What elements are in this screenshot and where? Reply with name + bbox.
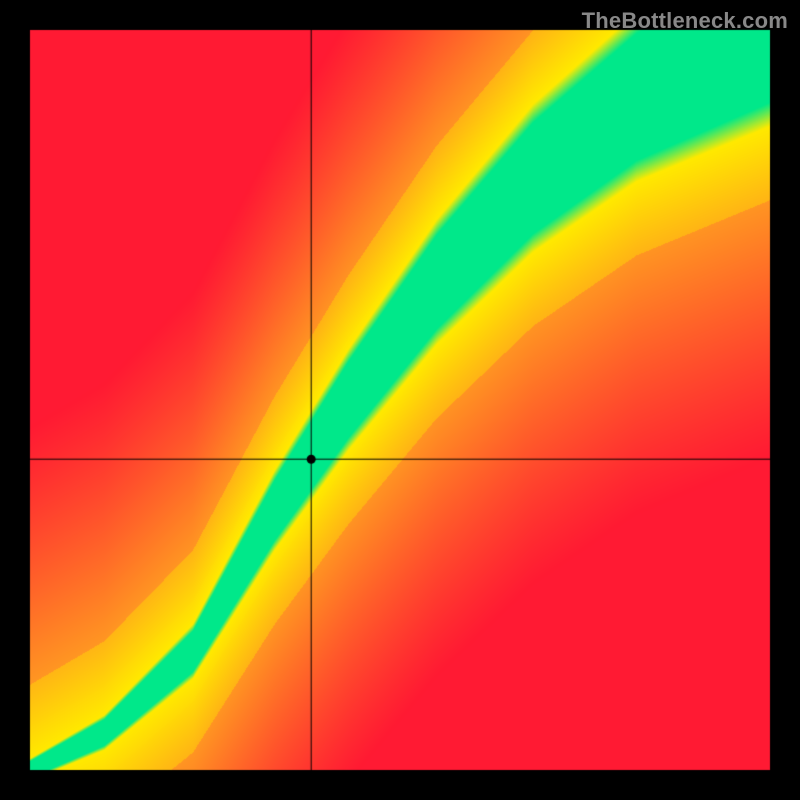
bottleneck-heatmap-canvas [0,0,800,800]
chart-container: TheBottleneck.com [0,0,800,800]
attribution-text: TheBottleneck.com [582,8,788,34]
